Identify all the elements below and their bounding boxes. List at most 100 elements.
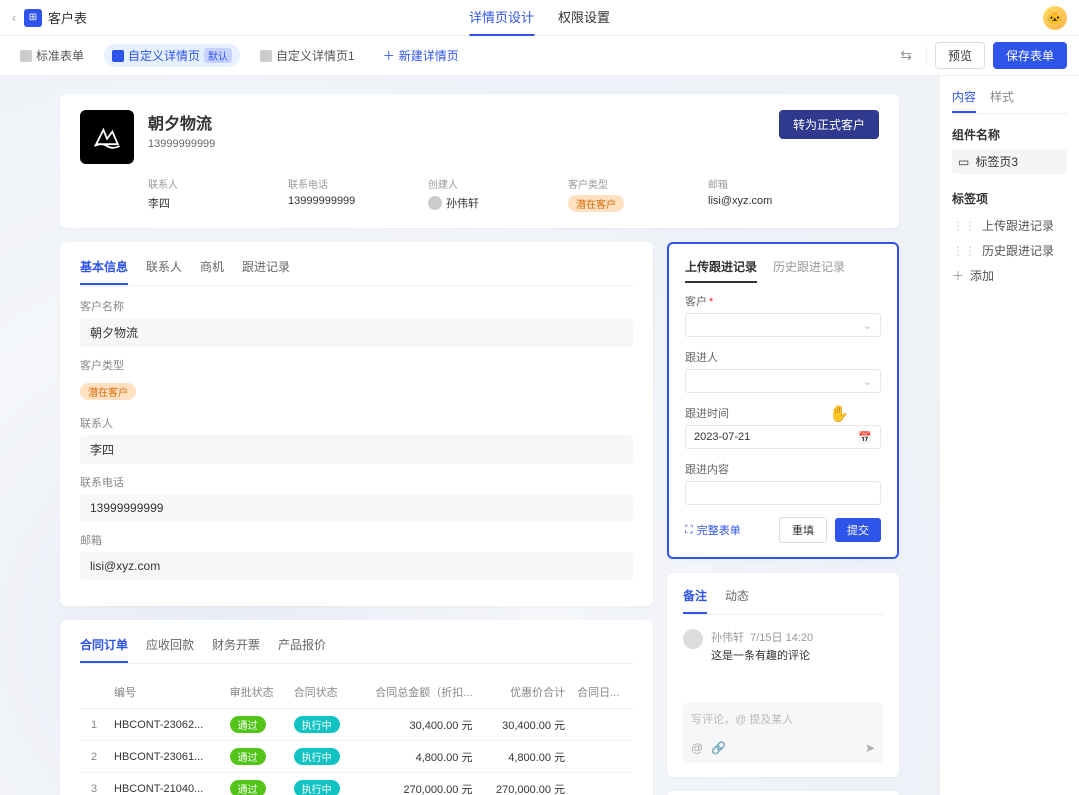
meta-contact: 李四 [148, 195, 248, 211]
send-icon[interactable]: ➤ [865, 741, 875, 755]
cell-amount: 270,000.00 元 [354, 773, 479, 795]
comment-item: 孙伟轩 7/15日 14:20 这是一条有趣的评论 [683, 629, 883, 663]
follow-date-input[interactable]: 2023-07-21📅 [685, 425, 881, 449]
default-tag: 默认 [204, 48, 232, 63]
tab-contacts[interactable]: 联系人 [146, 258, 182, 285]
badge: 潜在客户 [80, 383, 136, 400]
convert-customer-button[interactable]: 转为正式客户 [779, 110, 879, 139]
cell-date [571, 741, 633, 773]
tab-quote[interactable]: 产品报价 [278, 636, 326, 663]
new-detail-button[interactable]: ＋ 新建详情页 [375, 44, 467, 67]
tab-permission[interactable]: 权限设置 [558, 0, 610, 36]
add-tag-button[interactable]: ＋添加 [952, 263, 1067, 288]
tab-history-follow[interactable]: 历史跟进记录 [773, 258, 845, 283]
field-label: 邮箱 [80, 532, 633, 548]
meta-label: 创建人 [428, 176, 528, 191]
divider [926, 46, 927, 66]
col-approval: 审批状态 [224, 676, 288, 709]
tab-basic-info[interactable]: 基本信息 [80, 258, 128, 285]
field-label: 联系电话 [80, 474, 633, 490]
company-logo [80, 110, 134, 164]
label: 客户* [685, 293, 881, 309]
drag-handle-icon[interactable]: ⋮⋮ [952, 219, 976, 233]
tab-notes[interactable]: 备注 [683, 587, 707, 614]
save-form-button[interactable]: 保存表单 [993, 42, 1067, 69]
text: 历史跟进记录 [982, 242, 1054, 259]
cell-approval: 通过 [224, 709, 288, 741]
table-row[interactable]: 1HBCONT-23062...通过执行中30,400.00 元30,400.0… [80, 709, 633, 741]
subtab-custom-detail[interactable]: 自定义详情页默认 [104, 44, 240, 67]
meta-label: 联系人 [148, 176, 248, 191]
field-label: 客户名称 [80, 298, 633, 314]
subtab-standard-form[interactable]: 标准表单 [12, 44, 92, 67]
meta-label: 邮箱 [708, 176, 808, 191]
tab-upload-follow[interactable]: 上传跟进记录 [685, 258, 757, 283]
tab-follow[interactable]: 跟进记录 [242, 258, 290, 285]
follower-select[interactable]: ⌄ [685, 369, 881, 393]
follow-form-card[interactable]: 上传跟进记录 历史跟进记录 客户*⌄ 跟进人⌄ 跟进时间2023-07-21📅 … [667, 242, 899, 559]
submit-button[interactable]: 提交 [835, 518, 881, 542]
field-label: 客户类型 [80, 357, 633, 373]
meta-email: lisi@xyz.com [708, 195, 808, 207]
tag-item-history[interactable]: ⋮⋮ 历史跟进记录 [952, 238, 1067, 263]
comp-name-value[interactable]: ▭标签页3 [952, 149, 1067, 174]
cell-approval: 通过 [224, 773, 288, 795]
chevron-down-icon: ⌄ [863, 375, 872, 388]
document-icon [260, 50, 272, 62]
col-status: 合同状态 [288, 676, 354, 709]
sp-tab-content[interactable]: 内容 [952, 88, 976, 113]
tab-invoice[interactable]: 财务开票 [212, 636, 260, 663]
field-contact[interactable]: 李四 [80, 435, 633, 464]
subtab-custom-detail-1[interactable]: 自定义详情页1 [252, 44, 363, 67]
cell-date [571, 773, 633, 795]
tab-activity[interactable]: 动态 [725, 587, 749, 614]
tab-detail-design[interactable]: 详情页设计 [469, 0, 534, 36]
company-phone: 13999999999 [148, 138, 215, 150]
customer-header-card: 朝夕物流 13999999999 转为正式客户 联系人李四 联系电话139999… [60, 94, 899, 228]
cell-amount: 30,400.00 元 [354, 709, 479, 741]
follow-content-input[interactable] [685, 481, 881, 505]
basic-info-card: 基本信息 联系人 商机 跟进记录 客户名称朝夕物流 客户类型潜在客户 联系人李四… [60, 242, 653, 606]
comment-input[interactable]: 写评论，@ 提及某人 @ 🔗 ➤ [683, 703, 883, 763]
app-icon[interactable]: ⊞ [24, 9, 42, 27]
tag-item-upload[interactable]: ⋮⋮上传跟进记录 [952, 213, 1067, 238]
field-customer-name[interactable]: 朝夕物流 [80, 318, 633, 347]
drag-handle-icon[interactable]: ⋮⋮ [952, 244, 976, 258]
tab-receivable[interactable]: 应收回款 [146, 636, 194, 663]
back-chevron-icon[interactable]: ‹ [12, 11, 16, 25]
cell-no: HBCONT-23062... [108, 709, 224, 741]
row-index: 2 [80, 741, 108, 773]
after-sales-card: 售后记录 [667, 791, 899, 795]
text: 自定义详情页1 [276, 47, 355, 64]
mention-icon[interactable]: @ [691, 741, 703, 755]
link-icon[interactable]: 🔗 [711, 741, 726, 755]
text: 完整表单 [697, 522, 741, 538]
user-avatar[interactable]: 🐱 [1043, 6, 1067, 30]
field-phone[interactable]: 13999999999 [80, 494, 633, 522]
reset-button[interactable]: 重填 [779, 517, 827, 543]
field-label: 联系人 [80, 415, 633, 431]
field-email[interactable]: lisi@xyz.com [80, 552, 633, 580]
text: 新建详情页 [399, 47, 459, 64]
tab-contract-orders[interactable]: 合同订单 [80, 636, 128, 663]
cell-approval: 通过 [224, 741, 288, 773]
meta-phone: 13999999999 [288, 195, 388, 207]
document-icon [20, 50, 32, 62]
text: 添加 [970, 267, 994, 284]
page-title: 客户表 [48, 8, 87, 27]
tab-business[interactable]: 商机 [200, 258, 224, 285]
text: 标准表单 [36, 47, 84, 64]
design-canvas: 朝夕物流 13999999999 转为正式客户 联系人李四 联系电话139999… [0, 76, 939, 795]
label: 跟进内容 [685, 461, 881, 477]
expand-form-link[interactable]: ⛶ 完整表单 [685, 522, 741, 538]
preview-button[interactable]: 预览 [935, 42, 985, 69]
table-row[interactable]: 3HBCONT-21040...通过执行中270,000.00 元270,000… [80, 773, 633, 795]
table-row[interactable]: 2HBCONT-23061...通过执行中4,800.00 元4,800.00 … [80, 741, 633, 773]
customer-select[interactable]: ⌄ [685, 313, 881, 337]
cell-status: 执行中 [288, 741, 354, 773]
cell-date [571, 709, 633, 741]
sp-tab-style[interactable]: 样式 [990, 88, 1014, 113]
label: 跟进人 [685, 349, 881, 365]
settings-icon[interactable]: ⇆ [894, 47, 918, 64]
field-customer-type[interactable]: 潜在客户 [80, 377, 633, 405]
